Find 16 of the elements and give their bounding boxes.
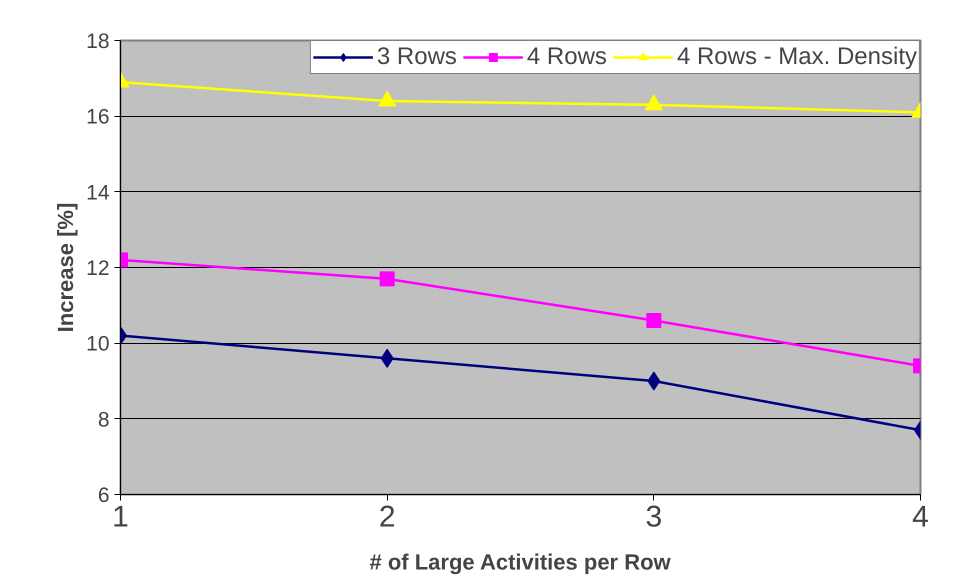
y-tick-label: 18 — [86, 30, 110, 53]
y-tick-label: 8 — [98, 408, 110, 432]
y-axis-title: Increase [%] — [53, 202, 78, 332]
legend-label: 3 Rows — [376, 43, 457, 71]
legend-label: 4 Rows — [526, 43, 607, 71]
x-tick-label: 3 — [645, 500, 662, 534]
y-tick-label: 12 — [86, 257, 110, 280]
x-tick-label: 2 — [378, 500, 396, 534]
x-tick-label: 4 — [912, 500, 929, 534]
y-tick-label: 14 — [86, 181, 110, 204]
y-tick-label: 16 — [86, 106, 110, 129]
legend-label: 4 Rows - Max. Density — [676, 43, 917, 71]
y-tick-label: 10 — [86, 332, 110, 356]
y-tick-label: 6 — [98, 484, 110, 507]
x-axis-title: # of Large Activities per Row — [370, 550, 672, 574]
x-tick-label: 1 — [112, 500, 129, 534]
